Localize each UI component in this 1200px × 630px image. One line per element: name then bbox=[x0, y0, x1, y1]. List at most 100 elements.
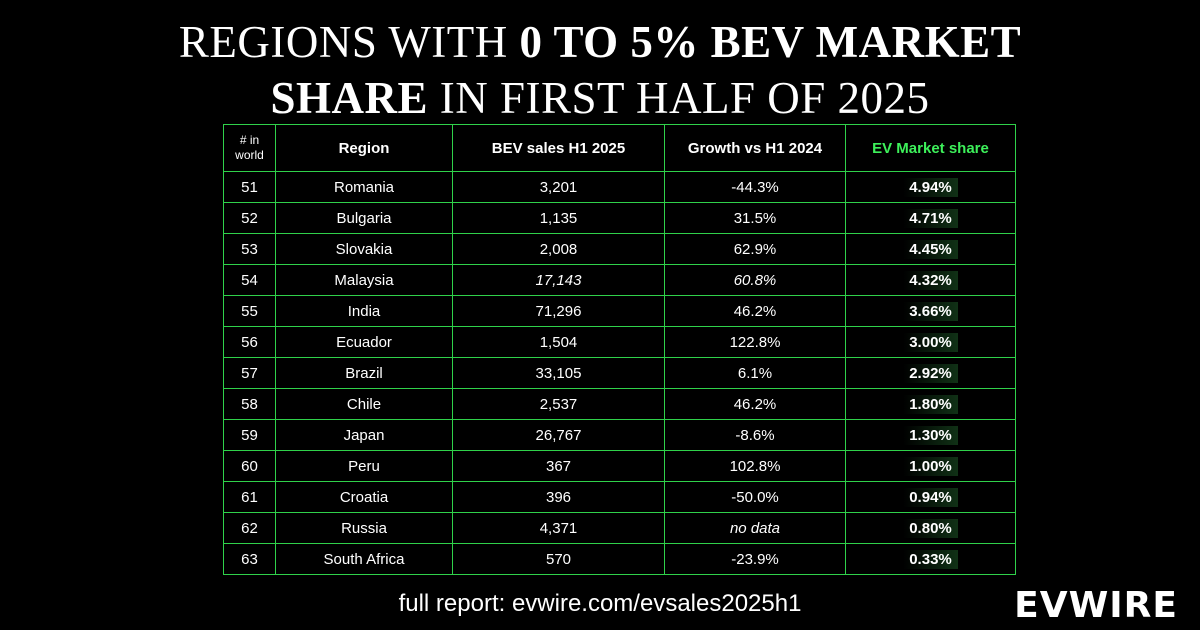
share-value: 4.71% bbox=[903, 208, 958, 228]
cell-rank: 59 bbox=[223, 419, 276, 451]
cell-share: 2.92% bbox=[845, 357, 1016, 389]
header-sales: BEV sales H1 2025 bbox=[452, 124, 665, 172]
cell-share: 1.00% bbox=[845, 450, 1016, 482]
cell-region: Russia bbox=[275, 512, 453, 544]
header-share: EV Market share bbox=[845, 124, 1016, 172]
cell-sales: 1,504 bbox=[452, 326, 665, 358]
cell-sales: 17,143 bbox=[452, 264, 665, 296]
share-value: 4.94% bbox=[903, 177, 958, 197]
page-title: REGIONS WITH 0 to 5% BEV MARKET SHARE IN… bbox=[0, 14, 1200, 126]
cell-sales: 570 bbox=[452, 543, 665, 575]
header-growth: Growth vs H1 2024 bbox=[664, 124, 846, 172]
title-line-1-bold: 0 to 5% BEV MARKET bbox=[519, 17, 1022, 67]
cell-sales: 3,201 bbox=[452, 171, 665, 203]
cell-region: Croatia bbox=[275, 481, 453, 513]
share-value: 1.00% bbox=[903, 456, 958, 476]
cell-growth: 62.9% bbox=[664, 233, 846, 265]
share-value: 3.66% bbox=[903, 301, 958, 321]
share-value: 0.80% bbox=[903, 518, 958, 538]
share-value: 0.33% bbox=[903, 549, 958, 569]
market-share-table: # in world Region BEV sales H1 2025 Grow… bbox=[223, 124, 1016, 575]
cell-rank: 53 bbox=[223, 233, 276, 265]
table-row: 58 Chile 2,537 46.2% 1.80% bbox=[223, 388, 1016, 420]
cell-growth: 46.2% bbox=[664, 388, 846, 420]
table-row: 52 Bulgaria 1,135 31.5% 4.71% bbox=[223, 202, 1016, 234]
header-rank: # in world bbox=[223, 124, 276, 172]
cell-sales: 367 bbox=[452, 450, 665, 482]
cell-growth: -44.3% bbox=[664, 171, 846, 203]
cell-rank: 54 bbox=[223, 264, 276, 296]
cell-share: 3.00% bbox=[845, 326, 1016, 358]
share-value: 4.32% bbox=[903, 270, 958, 290]
title-line-1-prefix: REGIONS WITH bbox=[178, 17, 520, 67]
share-value: 2.92% bbox=[903, 363, 958, 383]
cell-region: Malaysia bbox=[275, 264, 453, 296]
table-row: 63 South Africa 570 -23.9% 0.33% bbox=[223, 543, 1016, 575]
cell-sales: 2,008 bbox=[452, 233, 665, 265]
table-row: 59 Japan 26,767 -8.6% 1.30% bbox=[223, 419, 1016, 451]
table-row: 57 Brazil 33,105 6.1% 2.92% bbox=[223, 357, 1016, 389]
title-line-2-suffix: IN FIRST HALF OF 2025 bbox=[428, 73, 930, 123]
cell-region: India bbox=[275, 295, 453, 327]
cell-sales: 71,296 bbox=[452, 295, 665, 327]
cell-rank: 56 bbox=[223, 326, 276, 358]
header-region: Region bbox=[275, 124, 453, 172]
table-header-row: # in world Region BEV sales H1 2025 Grow… bbox=[223, 124, 1016, 172]
share-value: 3.00% bbox=[903, 332, 958, 352]
cell-region: Bulgaria bbox=[275, 202, 453, 234]
cell-share: 4.94% bbox=[845, 171, 1016, 203]
share-value: 1.30% bbox=[903, 425, 958, 445]
cell-rank: 58 bbox=[223, 388, 276, 420]
cell-region: Romania bbox=[275, 171, 453, 203]
cell-sales: 33,105 bbox=[452, 357, 665, 389]
cell-rank: 52 bbox=[223, 202, 276, 234]
cell-growth: 6.1% bbox=[664, 357, 846, 389]
table-row: 53 Slovakia 2,008 62.9% 4.45% bbox=[223, 233, 1016, 265]
cell-rank: 62 bbox=[223, 512, 276, 544]
cell-share: 3.66% bbox=[845, 295, 1016, 327]
table-body: 51 Romania 3,201 -44.3% 4.94% 52 Bulgaria 1,135… bbox=[223, 171, 1016, 575]
cell-region: Japan bbox=[275, 419, 453, 451]
cell-rank: 55 bbox=[223, 295, 276, 327]
share-value: 1.80% bbox=[903, 394, 958, 414]
cell-region: South Africa bbox=[275, 543, 453, 575]
cell-share: 4.71% bbox=[845, 202, 1016, 234]
table-row: 54 Malaysia 17,143 60.8% 4.32% bbox=[223, 264, 1016, 296]
table-row: 51 Romania 3,201 -44.3% 4.94% bbox=[223, 171, 1016, 203]
table-row: 62 Russia 4,371 no data 0.80% bbox=[223, 512, 1016, 544]
title-line-2: SHARE IN FIRST HALF OF 2025 bbox=[0, 70, 1200, 126]
cell-share: 4.45% bbox=[845, 233, 1016, 265]
cell-growth: -50.0% bbox=[664, 481, 846, 513]
cell-sales: 4,371 bbox=[452, 512, 665, 544]
cell-growth: 31.5% bbox=[664, 202, 846, 234]
cell-region: Slovakia bbox=[275, 233, 453, 265]
cell-sales: 1,135 bbox=[452, 202, 665, 234]
cell-sales: 396 bbox=[452, 481, 665, 513]
cell-share: 4.32% bbox=[845, 264, 1016, 296]
cell-sales: 2,537 bbox=[452, 388, 665, 420]
cell-rank: 61 bbox=[223, 481, 276, 513]
cell-growth: 102.8% bbox=[664, 450, 846, 482]
cell-rank: 57 bbox=[223, 357, 276, 389]
cell-share: 0.33% bbox=[845, 543, 1016, 575]
table-row: 56 Ecuador 1,504 122.8% 3.00% bbox=[223, 326, 1016, 358]
footer-report-link: full report: evwire.com/evsales2025h1 bbox=[398, 590, 802, 617]
cell-sales: 26,767 bbox=[452, 419, 665, 451]
cell-growth: 122.8% bbox=[664, 326, 846, 358]
cell-region: Ecuador bbox=[275, 326, 453, 358]
table-row: 55 India 71,296 46.2% 3.66% bbox=[223, 295, 1016, 327]
cell-growth: -8.6% bbox=[664, 419, 846, 451]
title-line-2-bold: SHARE bbox=[270, 73, 429, 123]
evwire-logo: EVWIRE bbox=[1014, 585, 1178, 626]
cell-region: Brazil bbox=[275, 357, 453, 389]
share-value: 0.94% bbox=[903, 487, 958, 507]
cell-share: 1.80% bbox=[845, 388, 1016, 420]
cell-rank: 51 bbox=[223, 171, 276, 203]
cell-rank: 63 bbox=[223, 543, 276, 575]
cell-growth: 60.8% bbox=[664, 264, 846, 296]
cell-region: Chile bbox=[275, 388, 453, 420]
cell-growth: -23.9% bbox=[664, 543, 846, 575]
table-row: 61 Croatia 396 -50.0% 0.94% bbox=[223, 481, 1016, 513]
cell-rank: 60 bbox=[223, 450, 276, 482]
cell-growth: no data bbox=[664, 512, 846, 544]
